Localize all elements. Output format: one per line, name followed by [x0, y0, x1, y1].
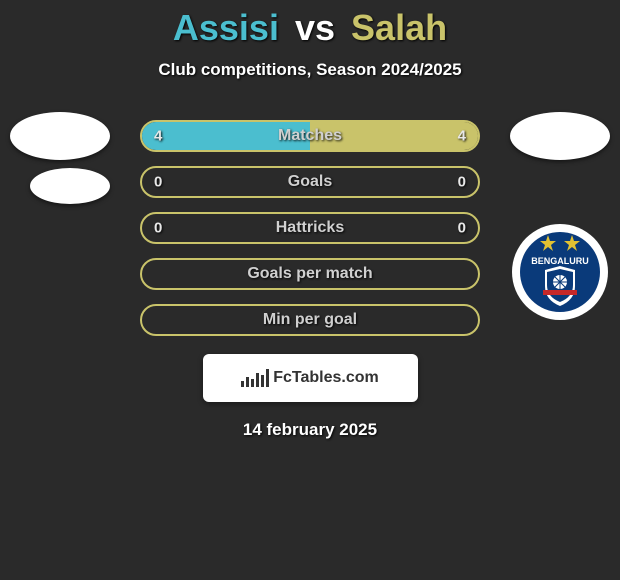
stat-row: 0 0 Hattricks	[140, 212, 480, 244]
brand-card[interactable]: FcTables.com	[203, 354, 418, 402]
stat-row: Min per goal	[140, 304, 480, 336]
stat-label: Matches	[278, 127, 342, 145]
stat-value-right: 4	[458, 127, 466, 144]
comparison-title: Assisi vs Salah	[0, 0, 620, 48]
club-logo-placeholder	[510, 112, 610, 160]
stat-row: 4 4 Matches	[140, 120, 480, 152]
stat-row: 0 0 Goals	[140, 166, 480, 198]
vs-label: vs	[295, 7, 335, 48]
club-logo-placeholder	[10, 112, 110, 160]
stat-value-left: 4	[154, 127, 162, 144]
stat-value-left: 0	[154, 173, 162, 190]
stat-value-right: 0	[458, 173, 466, 190]
club-logo-placeholder	[30, 168, 110, 204]
brand-label: FcTables.com	[273, 369, 379, 387]
svg-text:BENGALURU: BENGALURU	[531, 256, 589, 266]
stat-value-right: 0	[458, 219, 466, 236]
stat-label: Goals per match	[247, 265, 372, 283]
stat-row: Goals per match	[140, 258, 480, 290]
stat-label: Min per goal	[263, 311, 357, 329]
right-club-logos: BENGALURU	[510, 112, 610, 322]
stats-list: 4 4 Matches 0 0 Goals 0 0 Hattricks Goals per mat…	[140, 120, 480, 336]
left-club-logos	[10, 112, 110, 204]
stat-label: Goals	[288, 173, 332, 191]
stat-label: Hattricks	[276, 219, 344, 237]
subtitle: Club competitions, Season 2024/2025	[0, 60, 620, 80]
player1-name: Assisi	[173, 7, 279, 48]
chart-icon	[241, 369, 269, 387]
club-badge-bengaluru: BENGALURU	[510, 222, 610, 322]
stat-value-left: 0	[154, 219, 162, 236]
player2-name: Salah	[351, 7, 447, 48]
date-label: 14 february 2025	[0, 420, 620, 440]
